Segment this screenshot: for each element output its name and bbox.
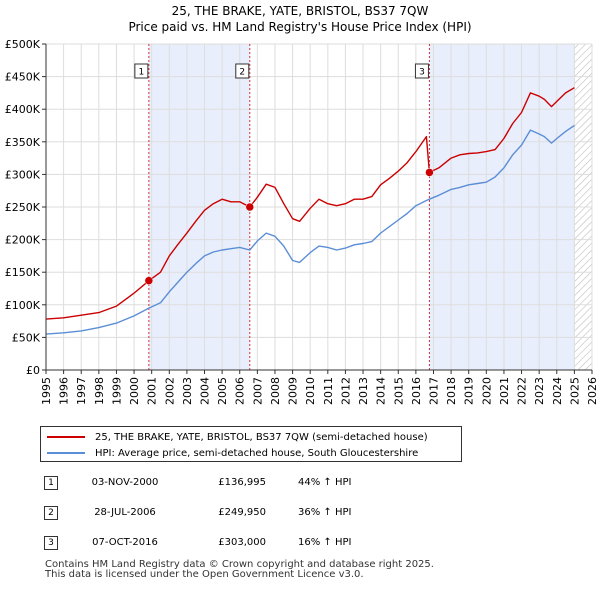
sale-label-box (235, 63, 250, 79)
x-tick-label: 1999 (110, 377, 123, 405)
x-tick-label: 1996 (58, 377, 71, 405)
legend-swatch-property (47, 436, 85, 438)
property-price-line (45, 87, 575, 320)
x-tick-label: 2013 (357, 377, 370, 405)
sale-label-number: 3 (419, 68, 425, 78)
sale-hpi-diff: 16% ↑ HPI (298, 537, 352, 548)
x-tick-label: 2015 (392, 377, 405, 405)
chart-legend: 25, THE BRAKE, YATE, BRISTOL, BS37 7QW (… (40, 426, 462, 462)
x-tick-label: 2017 (427, 377, 440, 405)
sale-number-badge: 2 (44, 506, 58, 520)
sale-marker (144, 276, 154, 285)
x-tick-label: 2019 (463, 377, 476, 405)
x-tick-label: 2018 (445, 377, 458, 405)
x-tick-label: 2001 (146, 377, 159, 405)
y-tick-label: £400K (5, 103, 41, 116)
x-tick-label: 1997 (75, 377, 88, 405)
price-chart: 1 2 3 £0 £50K £100K £150K £200K £250K £300K £350K… (5, 38, 599, 405)
sale-marker (425, 168, 434, 177)
x-tick-label: 2025 (568, 377, 581, 405)
sale-price: £249,950 (218, 507, 266, 518)
sale-number-badge: 1 (44, 476, 58, 490)
legend-label-property: 25, THE BRAKE, YATE, BRISTOL, BS37 7QW (… (95, 431, 428, 443)
chart-subtitle: Price paid vs. HM Land Registry's House … (128, 20, 472, 34)
chart-title: 25, THE BRAKE, YATE, BRISTOL, BS37 7QW (171, 4, 429, 18)
x-tick-label: 2020 (480, 377, 493, 405)
footer-attribution: Contains HM Land Registry data © Crown c… (45, 560, 434, 580)
y-tick-label: £450K (5, 71, 41, 84)
y-tick-label: £100K (5, 299, 41, 312)
x-tick-label: 1995 (40, 377, 53, 405)
sale-date: 07-OCT-2016 (92, 537, 158, 548)
x-tick-label: 2000 (128, 377, 141, 405)
sale-hpi-diff: 44% ↑ HPI (298, 477, 352, 488)
sale-label-number: 2 (239, 68, 245, 78)
x-tick-label: 2008 (269, 377, 282, 405)
x-tick-label: 2014 (375, 377, 388, 405)
y-tick-label: £0 (26, 364, 40, 377)
sale-label-box (414, 63, 429, 79)
footer-line-copyright: Contains HM Land Registry data © Crown c… (45, 559, 434, 570)
legend-swatch-hpi (47, 452, 85, 454)
sale-label-number: 1 (138, 68, 144, 78)
x-tick-label: 2009 (287, 377, 300, 405)
x-tick-label: 2022 (516, 377, 529, 405)
x-tick-label: 2021 (498, 377, 511, 405)
footer-line-licence: This data is licensed under the Open Gov… (45, 569, 364, 580)
sale-price: £303,000 (218, 537, 266, 548)
x-tick-label: 2016 (410, 377, 423, 405)
sale-label-box (134, 63, 149, 79)
y-tick-label: £500K (5, 38, 41, 51)
x-tick-label: 2011 (322, 377, 335, 405)
x-tick-label: 2012 (339, 377, 352, 405)
x-tick-label: 2010 (304, 377, 317, 405)
legend-item-property: 25, THE BRAKE, YATE, BRISTOL, BS37 7QW (… (47, 430, 428, 444)
y-tick-label: £350K (5, 136, 41, 149)
hpi-line (45, 124, 575, 335)
y-tick-label: £50K (12, 331, 41, 344)
x-tick-label: 2024 (551, 377, 564, 405)
x-tick-label: 2007 (251, 377, 264, 405)
x-tick-label: 1998 (93, 377, 106, 405)
x-tick-label: 2004 (199, 377, 212, 405)
sale-number-badge: 3 (44, 536, 58, 550)
sale-marker (245, 202, 255, 212)
x-tick-label: 2006 (234, 377, 247, 405)
sale-price: £136,995 (218, 477, 266, 488)
y-tick-label: £250K (5, 201, 41, 214)
sale-date: 03-NOV-2000 (91, 477, 159, 488)
legend-label-hpi: HPI: Average price, semi-detached house,… (95, 447, 419, 459)
legend-item-hpi: HPI: Average price, semi-detached house,… (47, 446, 418, 460)
y-tick-label: £200K (5, 234, 41, 247)
x-tick-label: 2002 (163, 377, 176, 405)
sale-hpi-diff: 36% ↑ HPI (298, 507, 352, 518)
y-tick-label: £150K (5, 266, 41, 279)
x-tick-label: 2005 (216, 377, 229, 405)
x-tick-label: 2023 (533, 377, 546, 405)
y-tick-label: £300K (5, 168, 41, 181)
x-tick-label: 2003 (181, 377, 194, 405)
sale-date: 28-JUL-2006 (94, 507, 156, 518)
x-tick-label: 2026 (586, 377, 599, 405)
